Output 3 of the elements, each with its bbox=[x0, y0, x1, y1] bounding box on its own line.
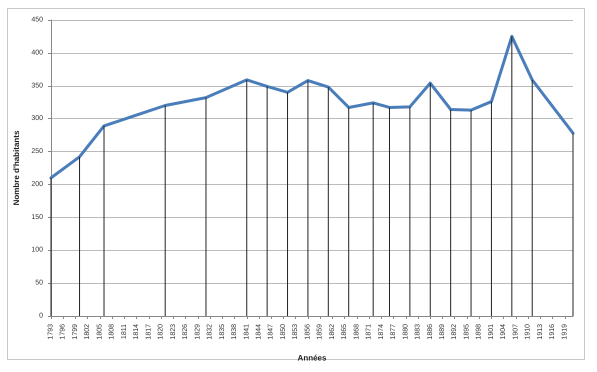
x-axis-title: Années bbox=[298, 354, 327, 362]
y-axis-title: Nombre d'habitants bbox=[12, 130, 21, 206]
line-series bbox=[50, 34, 574, 180]
